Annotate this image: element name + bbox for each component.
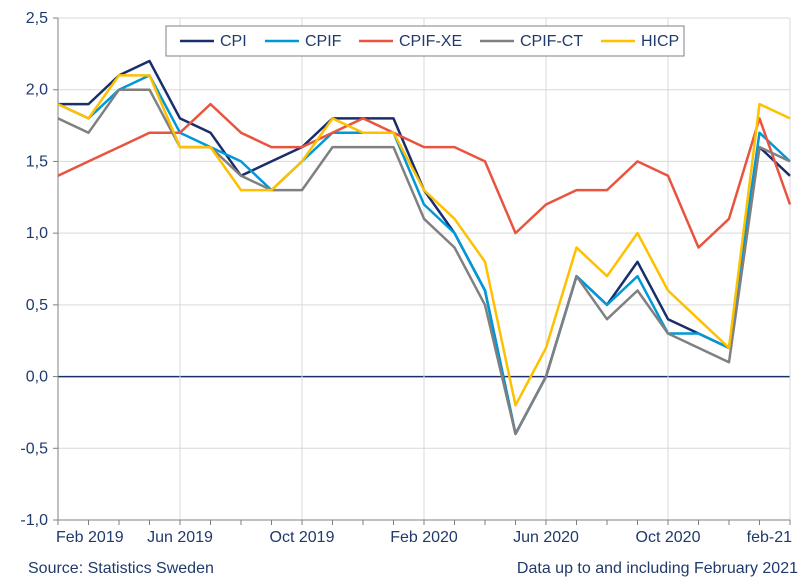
x-tick-label: Jun 2020: [513, 529, 579, 546]
y-tick-label: 0,0: [26, 369, 48, 386]
line-chart: -1,0 -0,5 0,0 0,5 1,0 1,5 2,0 2,5 Feb 2019 Jun 20…: [0, 0, 803, 588]
source-label: Source: Statistics Sweden: [28, 560, 214, 577]
y-tick-label: 2,5: [26, 10, 48, 27]
legend-label: CPIF-XE: [399, 33, 462, 50]
x-tick-label: Oct 2019: [270, 529, 335, 546]
legend-label: CPIF-CT: [520, 33, 583, 50]
x-tick-label: Feb 2019: [56, 529, 124, 546]
y-tick-label: -1,0: [20, 512, 48, 529]
data-range-label: Data up to and including February 2021: [517, 560, 798, 577]
x-tick-label: Jun 2019: [147, 529, 213, 546]
legend-label: CPIF: [305, 33, 342, 50]
y-tick-label: 1,5: [26, 153, 48, 170]
y-tick-label: 2,0: [26, 82, 48, 99]
y-tick-label: -0,5: [20, 440, 48, 457]
legend-label: HICP: [641, 33, 679, 50]
legend-label: CPI: [220, 33, 247, 50]
x-tick-label: feb-21: [747, 529, 792, 546]
x-tick-label: Oct 2020: [636, 529, 701, 546]
x-tick-label: Feb 2020: [390, 529, 458, 546]
y-tick-label: 0,5: [26, 297, 48, 314]
chart-svg: -1,0 -0,5 0,0 0,5 1,0 1,5 2,0 2,5 Feb 2019 Jun 20…: [0, 0, 803, 588]
y-tick-label: 1,0: [26, 225, 48, 242]
